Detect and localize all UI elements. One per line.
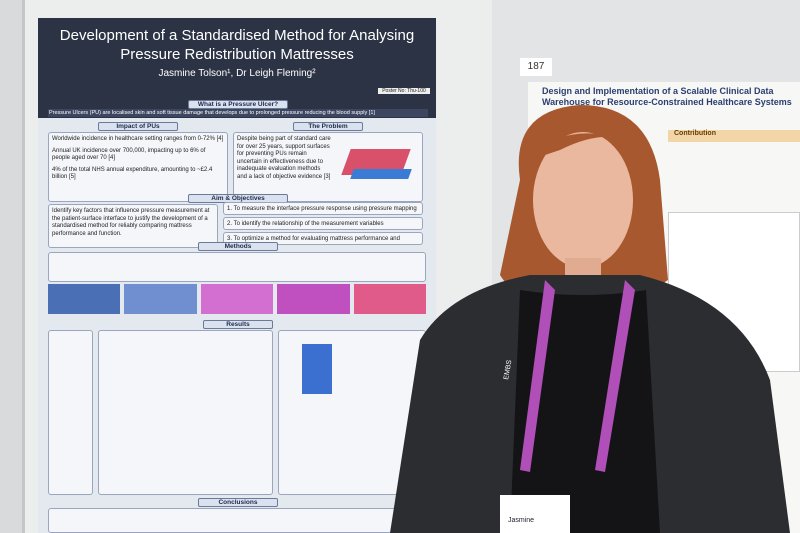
badge — [500, 495, 570, 533]
objective: 2. To identify the relationship of the m… — [223, 217, 423, 230]
results-pareto-box — [278, 330, 426, 495]
impact-box: Worldwide incidence in healthcare settin… — [48, 132, 228, 202]
objective: 1. To measure the interface pressure res… — [223, 202, 423, 215]
fringe — [530, 133, 630, 160]
impact-item: Annual UK incidence over 700,000, impact… — [52, 147, 206, 162]
problem-box: Despite being part of standard care for … — [233, 132, 423, 202]
face — [533, 132, 633, 268]
right-poster-section: Contribution — [668, 130, 800, 142]
impact-item: Worldwide incidence in healthcare settin… — [52, 136, 224, 142]
problem-text: Despite being part of standard care for … — [237, 136, 331, 180]
poster-number: Poster No: Thu-100 — [378, 88, 430, 94]
section-heading: The Problem — [293, 122, 363, 131]
results-side — [48, 330, 93, 495]
method-icons — [48, 284, 427, 314]
impact-item: 4% of the total NHS annual expenditure, … — [52, 166, 213, 181]
badge-name: Jasmine — [508, 517, 534, 524]
methods-box — [48, 252, 426, 282]
poster-authors: Jasmine Tolson¹, Dr Leigh Fleming² — [158, 68, 316, 79]
section-heading: Conclusions — [198, 498, 278, 507]
lanyard-text: EMBS — [503, 359, 513, 380]
conclusions-box — [48, 508, 426, 533]
lanyard — [595, 280, 635, 472]
section-heading: Results — [203, 320, 273, 329]
objective: 3. To optimize a method for evaluating m… — [223, 232, 423, 245]
section-text: Pressure Ulcers (PU) are localised skin … — [48, 109, 428, 117]
left-poster: Development of a Standardised Method for… — [38, 18, 436, 533]
section-heading: Impact of PUs — [98, 122, 178, 131]
lanyard — [520, 280, 555, 472]
section-heading: Methods — [198, 242, 278, 251]
aim-box: Identify key factors that influence pres… — [48, 204, 218, 248]
section-heading: What is a Pressure Ulcer? — [188, 100, 288, 109]
pareto-bars — [302, 344, 352, 394]
right-poster-title: Design and Implementation of a Scalable … — [542, 86, 792, 107]
board-number: 187 — [520, 58, 552, 76]
poster-title: Development of a Standardised Method for… — [59, 27, 415, 63]
results-chart-box — [98, 330, 273, 495]
